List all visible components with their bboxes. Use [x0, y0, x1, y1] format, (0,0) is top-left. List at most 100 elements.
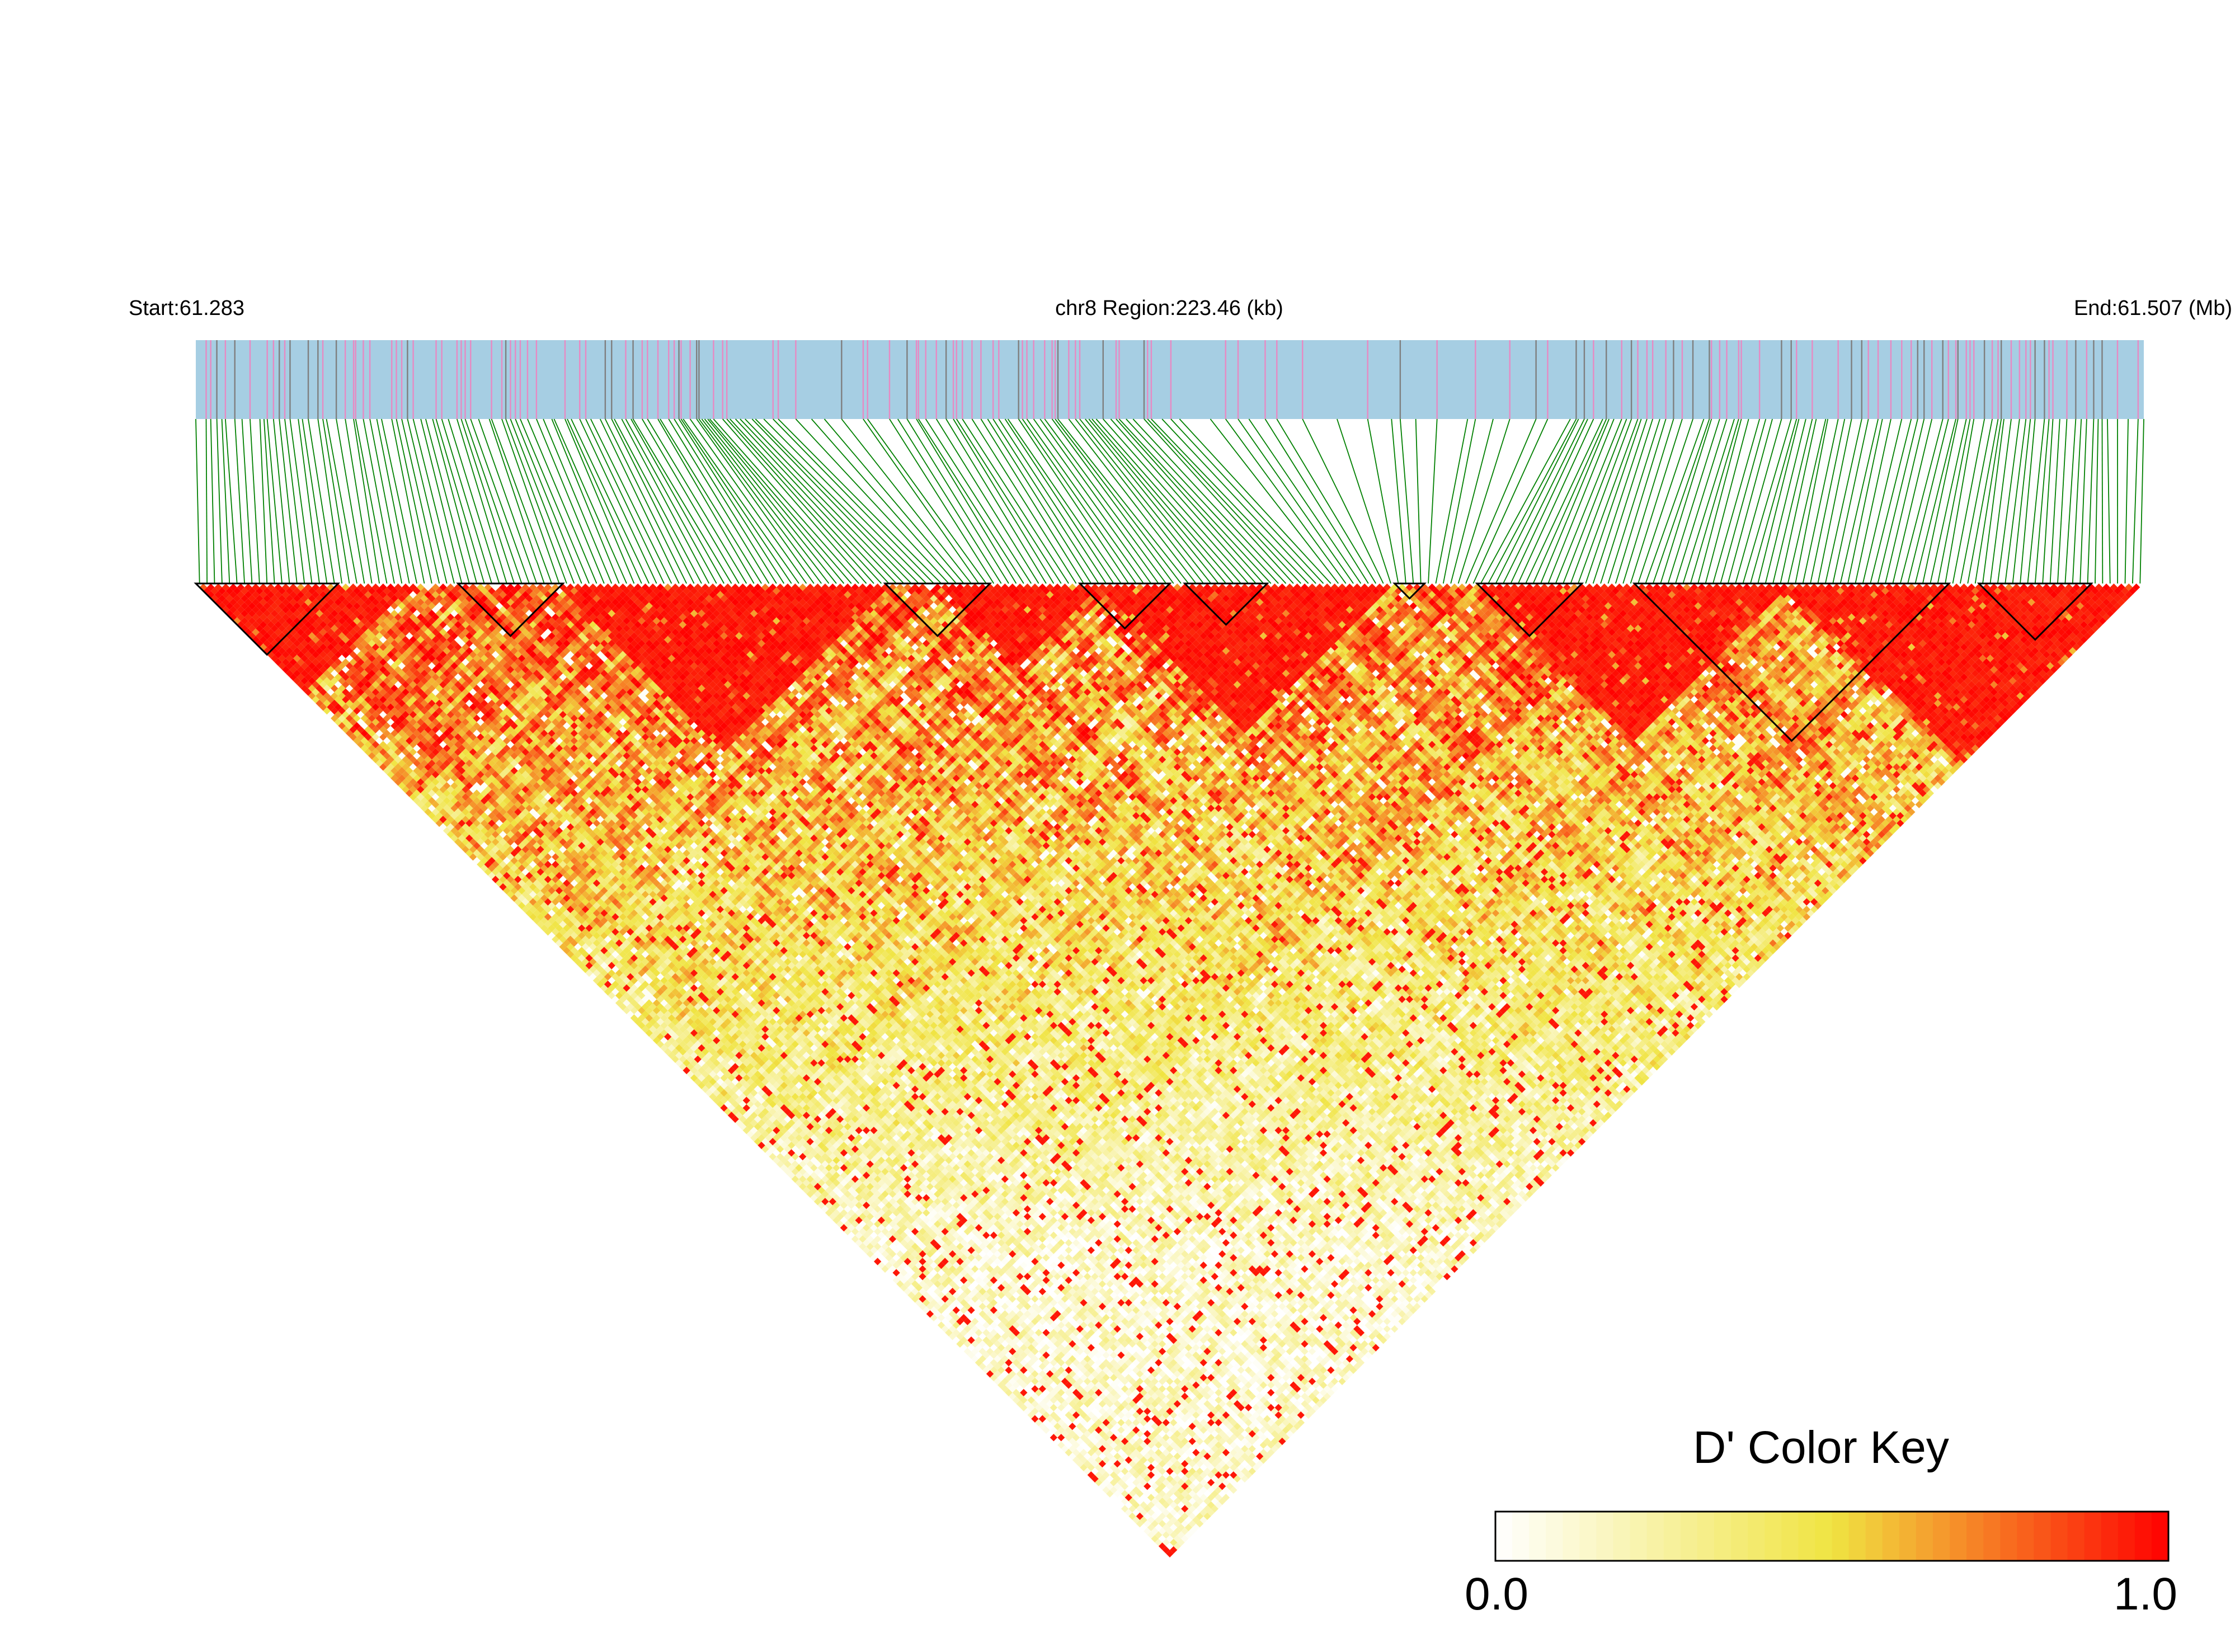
- ld-cell: [383, 752, 391, 760]
- snp-connector-line: [1044, 418, 1167, 584]
- ld-cell: [926, 1295, 934, 1303]
- ld-cell: [477, 860, 484, 868]
- ld-cell: [945, 1321, 953, 1329]
- ld-cell: [210, 587, 219, 595]
- ld-cell: [517, 894, 526, 902]
- ld-cell: [525, 902, 533, 910]
- ld-cell: [1109, 1494, 1118, 1502]
- ld-cell: [252, 620, 260, 629]
- snp-connector-line: [336, 418, 365, 584]
- ld-cell: [454, 823, 462, 831]
- ld-cell: [499, 868, 507, 876]
- ld-cell: [900, 1284, 908, 1292]
- ld-cell: [859, 1235, 867, 1243]
- snp-connector-line: [935, 418, 1039, 584]
- snp-connector-line: [1914, 418, 1956, 584]
- ld-cell: [540, 924, 548, 932]
- snp-connector-line: [369, 418, 403, 584]
- snp-connector-line: [755, 418, 919, 584]
- ld-cell: [967, 1336, 975, 1344]
- ld-cell: [1069, 1452, 1076, 1460]
- ld-cell: [263, 639, 271, 647]
- ld-cell: [237, 620, 245, 629]
- snp-connector-line: [448, 418, 500, 584]
- snp-connector-line: [1592, 418, 1648, 584]
- ld-cell: [1144, 1520, 1151, 1528]
- snp-connector-line: [326, 418, 357, 584]
- snp-connector-line: [1862, 418, 1903, 584]
- snp-connector-line: [841, 418, 972, 584]
- snp-connector-line: [1787, 418, 1827, 584]
- ld-cell: [851, 1235, 859, 1243]
- snp-connector-line: [1547, 418, 1615, 584]
- snp-connector-line: [1885, 418, 1925, 584]
- ld-cell: [836, 1220, 844, 1228]
- ld-cell: [1121, 1505, 1129, 1513]
- snp-connector-line: [2107, 418, 2111, 584]
- ld-cell: [948, 1333, 957, 1340]
- ld-cell: [810, 1187, 818, 1194]
- ld-cell: [514, 883, 522, 891]
- ld-cell: [627, 1003, 634, 1011]
- ld-cell: [1091, 1467, 1099, 1475]
- snp-connector-line: [1517, 418, 1594, 584]
- snp-connector-line: [1170, 418, 1324, 584]
- snp-connector-line: [1103, 418, 1249, 584]
- ld-cell: [356, 726, 365, 733]
- ld-cell: [855, 1224, 863, 1232]
- ld-cell: [1128, 1512, 1136, 1521]
- snp-connector-line: [250, 418, 260, 584]
- snp-connector-line: [1945, 418, 1975, 584]
- ld-cell: [859, 1242, 867, 1250]
- snp-connector-line: [308, 418, 335, 584]
- ld-cell: [274, 658, 283, 666]
- snp-connector-line: [751, 418, 912, 584]
- snp-connector-line: [657, 418, 755, 584]
- ld-cell: [316, 692, 323, 700]
- snp-connector-line: [515, 418, 582, 584]
- snp-connector-line: [1742, 418, 1792, 584]
- snp-connector-line: [263, 418, 275, 584]
- snp-connector-line: [1570, 418, 1632, 584]
- snp-connector-line: [425, 418, 470, 584]
- ld-cell: [420, 797, 429, 805]
- ld-cell: [428, 797, 436, 805]
- ld-cell: [817, 1201, 825, 1209]
- ld-cell: [1057, 1434, 1065, 1442]
- ld-cell: [667, 1044, 676, 1052]
- ld-cell: [1132, 1516, 1140, 1524]
- ld-cell: [360, 729, 369, 737]
- ld-cell: [1147, 1531, 1155, 1539]
- ld-cell: [911, 1280, 919, 1288]
- snp-connector-line: [1660, 418, 1712, 584]
- ld-cell: [323, 692, 331, 700]
- snp-connector-line: [824, 418, 964, 584]
- snp-connector-line: [889, 418, 995, 584]
- ld-cell: [776, 1145, 784, 1153]
- ld-cell: [896, 1280, 904, 1288]
- snp-connector-line: [1765, 418, 1806, 584]
- ld-cell: [241, 602, 248, 610]
- ld-cell: [735, 1112, 743, 1119]
- ld-cell: [402, 778, 410, 786]
- ld-cell: [1102, 1471, 1110, 1479]
- ld-cell: [398, 782, 406, 790]
- ld-cell: [941, 1317, 949, 1325]
- ld-cell: [836, 1205, 844, 1213]
- ld-cell: [413, 797, 421, 805]
- ld-cell: [555, 939, 563, 947]
- snp-connector-line: [1802, 418, 1839, 584]
- ld-cell: [244, 620, 252, 629]
- ld-cell: [248, 609, 256, 618]
- ld-cell: [270, 655, 279, 662]
- ld-cell: [379, 756, 387, 764]
- ld-cell: [308, 677, 316, 685]
- ld-cell: [443, 819, 451, 827]
- snp-connector-line: [221, 418, 230, 584]
- snp-connector-line: [420, 418, 463, 584]
- ld-cell: [911, 1295, 919, 1303]
- ld-cell: [982, 1359, 990, 1367]
- ld-cell: [1128, 1497, 1136, 1505]
- ld-cell: [1124, 1501, 1133, 1509]
- ld-cell: [1136, 1505, 1144, 1513]
